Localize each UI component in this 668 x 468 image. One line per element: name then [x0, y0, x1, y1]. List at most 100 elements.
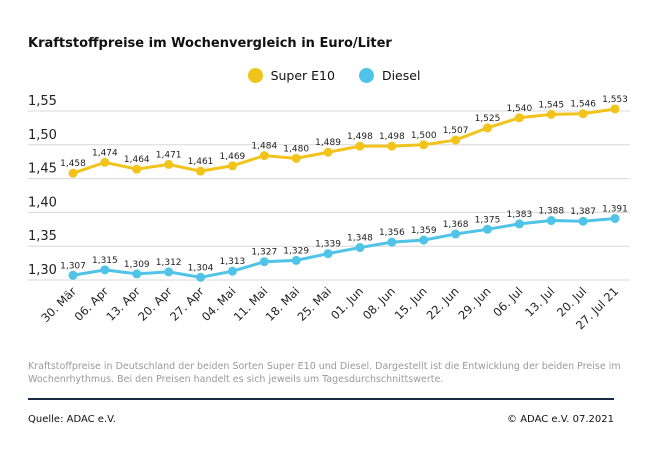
data-point: [227, 161, 237, 171]
x-tick-label: 06. Jul: [490, 284, 525, 319]
data-label: 1,327: [251, 248, 277, 258]
x-tick-label: 13. Jul: [522, 284, 557, 319]
x-tick-label: 11. Mai: [231, 284, 271, 324]
source-note: Quelle: ADAC e.V.: [28, 414, 116, 425]
data-point: [387, 141, 397, 151]
series-line-1: [72, 216, 616, 279]
data-label: 1,313: [220, 257, 246, 267]
legend-marker-icon: [247, 68, 263, 83]
data-label: 1,387: [570, 207, 596, 217]
data-label: 1,304: [188, 263, 214, 273]
data-point: [68, 270, 78, 280]
data-point: [132, 164, 142, 174]
data-label: 1,545: [538, 100, 564, 110]
data-label: 1,553: [602, 95, 628, 105]
x-tick-label: 22. Jun: [424, 284, 462, 322]
data-point: [514, 219, 524, 229]
data-point: [132, 269, 142, 279]
data-point: [482, 123, 492, 133]
data-label: 1,471: [156, 150, 182, 160]
legend-item-super-e10: Super E10: [247, 68, 335, 83]
x-tick-label: 25. Mai: [295, 284, 335, 324]
x-tick-label: 20. Apr: [135, 284, 175, 324]
data-label: 1,525: [475, 114, 501, 124]
data-label: 1,498: [347, 132, 373, 142]
data-label: 1,339: [315, 240, 341, 250]
data-point: [419, 140, 429, 150]
x-tick-label: 30. Mär: [38, 284, 79, 325]
data-label: 1,315: [92, 256, 118, 266]
data-point: [482, 224, 492, 234]
legend-item-diesel: Diesel: [358, 68, 421, 83]
data-point: [323, 147, 333, 157]
data-point: [451, 135, 461, 145]
data-point: [227, 266, 237, 276]
series-line-0: [72, 107, 616, 175]
data-label: 1,484: [251, 142, 277, 152]
y-tick-label: 1,50: [28, 128, 57, 143]
x-tick-label: 27. Apr: [167, 284, 207, 324]
data-label: 1,391: [602, 204, 628, 214]
legend: Super E10 Diesel: [0, 68, 668, 86]
data-label: 1,461: [188, 157, 214, 167]
x-tick-label: 18. Mai: [263, 284, 303, 324]
legend-label: Diesel: [381, 68, 421, 83]
data-label: 1,464: [124, 155, 150, 165]
data-label: 1,348: [347, 234, 373, 244]
data-point: [610, 213, 620, 223]
data-point: [196, 272, 206, 282]
data-label: 1,356: [379, 228, 405, 238]
data-point: [164, 267, 174, 277]
data-label: 1,458: [60, 159, 86, 169]
data-label: 1,474: [92, 148, 118, 158]
data-label: 1,383: [506, 210, 532, 220]
data-point: [451, 229, 461, 239]
data-label: 1,368: [443, 220, 469, 230]
data-point: [100, 157, 110, 167]
data-point: [578, 216, 588, 226]
data-label: 1,312: [156, 258, 182, 268]
data-point: [164, 159, 174, 169]
x-tick-label: 13. Apr: [103, 284, 143, 324]
x-tick-label: 29. Jun: [455, 284, 493, 322]
y-tick-label: 1,45: [28, 162, 57, 177]
data-point: [323, 249, 333, 259]
data-label: 1,329: [283, 246, 309, 256]
x-tick-label: 04. Mai: [199, 284, 239, 324]
x-tick-label: 08. Jun: [360, 284, 398, 322]
data-point: [100, 265, 110, 275]
data-point: [68, 168, 78, 178]
data-point: [259, 257, 269, 267]
legend-label: Super E10: [270, 68, 335, 83]
data-label: 1,480: [283, 144, 309, 154]
y-tick-label: 1,55: [28, 94, 57, 109]
data-point: [387, 237, 397, 247]
x-tick-label: 06. Apr: [72, 284, 112, 324]
data-point: [419, 235, 429, 245]
y-tick-label: 1,40: [28, 195, 57, 210]
legend-marker-icon: [358, 68, 374, 83]
chart-description: Kraftstoffpreise in Deutschland der beid…: [28, 361, 621, 385]
data-label: 1,540: [506, 104, 532, 114]
data-label: 1,359: [411, 226, 437, 236]
data-point: [610, 104, 620, 114]
divider: [28, 398, 614, 400]
data-point: [291, 255, 301, 265]
data-label: 1,498: [379, 132, 405, 142]
data-label: 1,546: [570, 100, 596, 110]
data-label: 1,388: [538, 207, 564, 217]
data-label: 1,309: [124, 260, 150, 270]
data-point: [196, 166, 206, 176]
data-point: [355, 141, 365, 151]
data-label: 1,307: [60, 261, 86, 271]
data-label: 1,500: [411, 131, 437, 141]
data-label: 1,507: [443, 126, 469, 136]
data-point: [259, 151, 269, 161]
x-tick-label: 01. Jun: [328, 284, 366, 322]
y-tick-label: 1,35: [28, 229, 57, 244]
copyright-note: © ADAC e.V. 07.2021: [507, 414, 614, 425]
data-point: [355, 243, 365, 253]
chart-title: Kraftstoffpreise im Wochenvergleich in E…: [28, 36, 392, 51]
data-label: 1,469: [220, 152, 246, 162]
